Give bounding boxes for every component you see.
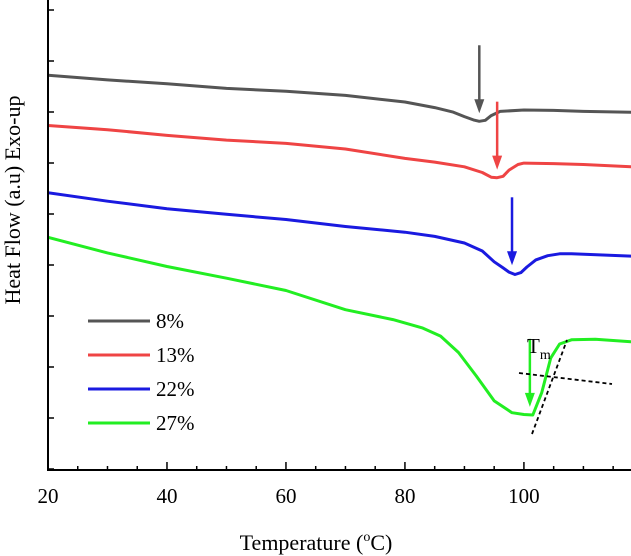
x-ticks: 20 40 60 80 100 <box>38 462 614 508</box>
x-tick-label: 20 <box>38 484 59 508</box>
series-line-8pct <box>48 73 631 123</box>
x-tick-label: 100 <box>508 484 540 508</box>
peak-arrow-8pct <box>474 45 485 114</box>
series-line-27pct <box>48 235 631 417</box>
peak-arrow-22pct <box>507 197 518 266</box>
x-axis-title: Temperature (oC) <box>240 530 393 555</box>
tm-tangent-baseline <box>518 372 613 385</box>
axes <box>47 0 631 471</box>
x-tick-label: 40 <box>156 484 177 508</box>
legend-label: 13% <box>156 343 195 367</box>
legend-item-22pct: 22% <box>88 377 195 401</box>
legend-label: 8% <box>156 309 184 333</box>
x-tick-label: 60 <box>275 484 296 508</box>
series-line-22pct <box>48 191 631 276</box>
tm-tangent-lines <box>518 339 613 435</box>
series-line-13pct <box>48 124 631 180</box>
y-axis-title: Heat Flow (a.u) Exo-up <box>0 96 25 305</box>
peak-arrow-27pct <box>524 338 535 407</box>
peak-arrow-13pct <box>492 101 503 170</box>
legend: 8% 13% 22% 27% <box>88 309 195 435</box>
legend-item-8pct: 8% <box>88 309 184 333</box>
tm-tangent-slope <box>531 339 568 435</box>
peak-arrows <box>474 45 535 407</box>
y-ticks <box>48 9 54 470</box>
legend-label: 27% <box>156 411 195 435</box>
legend-label: 22% <box>156 377 195 401</box>
tm-annotation: Tm <box>527 334 551 363</box>
legend-item-13pct: 13% <box>88 343 195 367</box>
legend-item-27pct: 27% <box>88 411 195 435</box>
series-layer <box>48 73 631 417</box>
x-tick-label: 80 <box>394 484 415 508</box>
